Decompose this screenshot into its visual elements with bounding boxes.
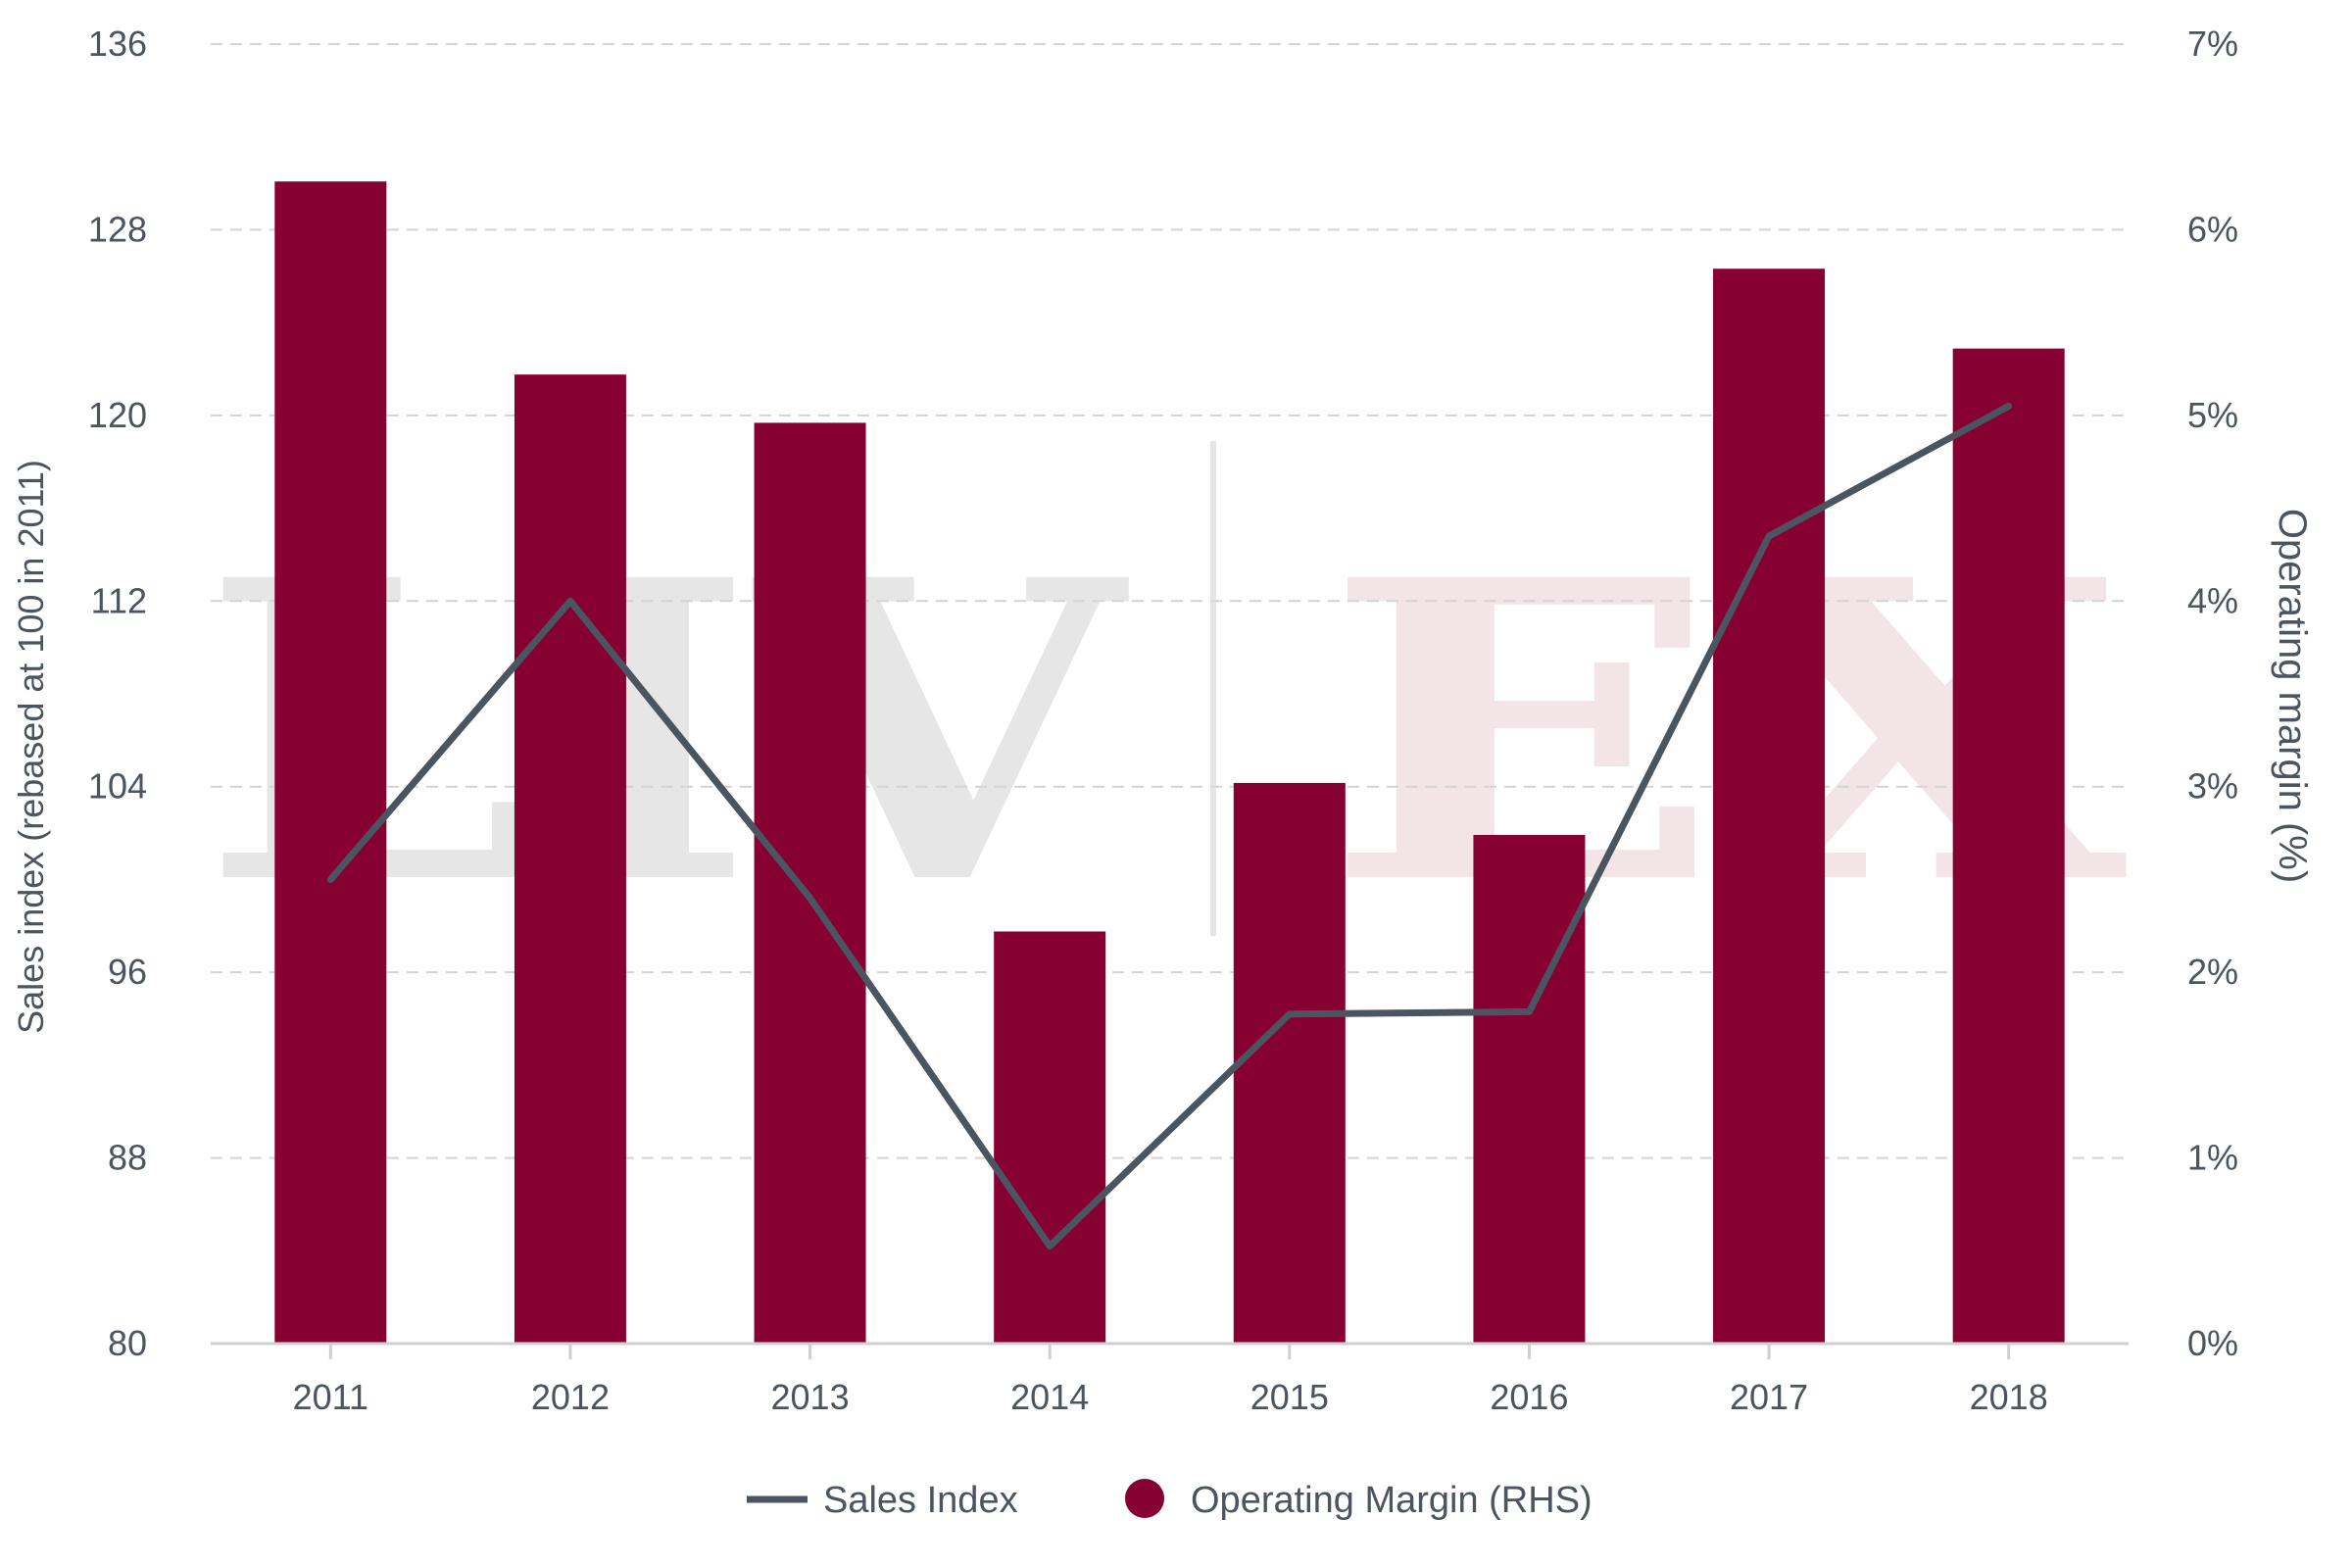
y2-tick-label: 4% [2187,580,2238,620]
y-axis-title: Sales index (rebased at 100 in 2011) [11,460,51,1034]
y2-axis-title: Operating margin (%) [2271,509,2314,883]
legend: Sales Index Operating Margin (RHS) [747,1479,1592,1521]
y2-tick-label: 1% [2187,1138,2238,1178]
y-tick-label: 96 [108,952,147,992]
legend-sales-index-label: Sales Index [823,1480,1018,1521]
y2-tick-label: 5% [2187,395,2238,435]
legend-operating-margin-label: Operating Margin (RHS) [1191,1480,1592,1521]
y2-tick-label: 2% [2187,952,2238,992]
y-axis-left: 80 88 96 104 112 120 128 136 [88,24,147,1363]
y2-tick-label: 7% [2187,24,2238,64]
y-axis-right: 0% 1% 2% 3% 4% 5% 6% 7% [2187,24,2238,1363]
y2-tick-label: 6% [2187,209,2238,249]
y-tick-label: 88 [108,1138,147,1178]
x-tick-label: 2017 [1730,1377,1808,1417]
x-tick-label: 2011 [293,1377,368,1417]
y-tick-label: 128 [88,209,147,249]
x-tick-label: 2014 [1010,1377,1089,1417]
bar-operating-margin [1713,269,1826,1345]
y-tick-label: 112 [91,580,147,620]
x-axis-ticks: 2011 2012 2013 2014 2015 2016 2017 2018 [293,1344,2048,1417]
bar-operating-margin [1473,834,1586,1344]
bar-operating-margin [754,422,866,1344]
y2-tick-label: 0% [2187,1323,2238,1363]
bar-operating-margin [994,931,1106,1344]
y-tick-label: 104 [88,766,147,807]
watermark: LIV EX [201,441,2130,975]
y-tick-label: 136 [88,24,147,64]
y-tick-label: 80 [108,1323,147,1363]
x-tick-label: 2012 [531,1377,610,1417]
bar-operating-margin [1952,348,2065,1345]
x-tick-label: 2016 [1490,1377,1568,1417]
y2-tick-label: 3% [2187,766,2238,807]
x-tick-label: 2018 [1970,1377,2048,1417]
bar-operating-margin [274,181,387,1345]
legend-dot-swatch [1125,1479,1164,1518]
bars [274,181,2065,1345]
sales-index-line [326,402,2013,1250]
x-tick-label: 2013 [771,1377,850,1417]
x-tick-label: 2015 [1250,1377,1329,1417]
sales-index-line-group [326,402,2013,1250]
y-tick-label: 120 [88,395,147,435]
bar-operating-margin [1233,782,1346,1344]
bar-operating-margin [514,374,626,1344]
